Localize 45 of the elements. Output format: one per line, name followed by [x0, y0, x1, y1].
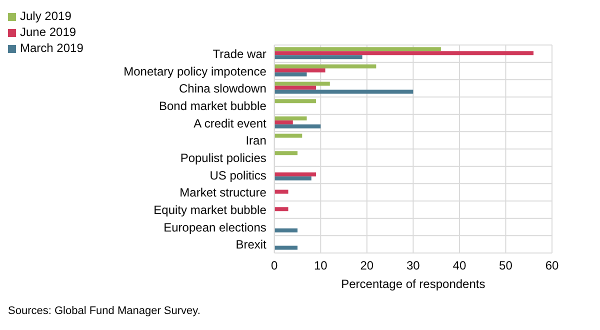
y-tick-label: China slowdown: [178, 82, 266, 96]
bar: [274, 207, 288, 212]
bar: [274, 82, 330, 86]
x-tick-label: 30: [406, 258, 420, 273]
bar: [274, 116, 307, 120]
bar: [274, 64, 376, 68]
y-tick-label: Iran: [246, 134, 266, 148]
y-tick-label: Trade war: [212, 46, 266, 61]
bar: [274, 228, 298, 232]
x-tick-label: 60: [545, 258, 559, 273]
bar: [274, 190, 288, 194]
y-tick-label: Monetary policy impotence: [124, 64, 267, 78]
bar: [274, 124, 321, 128]
source-note: Sources: Global Fund Manager Survey.: [8, 305, 200, 317]
y-tick-label: A credit event: [194, 116, 268, 130]
y-tick-label: Equity market bubble: [154, 202, 267, 217]
bar: [274, 134, 302, 138]
y-tick-label: Brexit: [236, 238, 268, 252]
bar: [274, 172, 316, 176]
x-axis-title: Percentage of respondents: [341, 277, 486, 291]
bar: [274, 176, 312, 180]
bar: [274, 86, 316, 90]
legend-label: June 2019: [20, 25, 76, 39]
x-tick-label: 10: [314, 258, 328, 273]
x-tick-label: 40: [452, 258, 466, 273]
bar: [274, 51, 534, 56]
legend-label: March 2019: [20, 41, 84, 55]
bar: [274, 90, 414, 94]
bar: [274, 120, 293, 124]
x-tick-label: 20: [360, 258, 374, 273]
x-tick-label: 50: [499, 258, 513, 273]
bar: [274, 72, 307, 76]
y-tick-label: Populist policies: [180, 150, 266, 165]
bar: [274, 47, 441, 52]
y-tick-label: Bond market bubble: [158, 98, 267, 113]
y-tick-label: US politics: [210, 168, 266, 182]
bar: [274, 68, 326, 72]
bar: [274, 151, 298, 156]
bar: [274, 246, 298, 250]
legend-label: July 2019: [20, 9, 72, 23]
bar: [274, 55, 362, 60]
y-tick-label: Market structure: [180, 186, 267, 200]
x-tick-label: 0: [271, 258, 278, 273]
y-tick-label: European elections: [164, 220, 266, 234]
bar: [274, 99, 316, 104]
